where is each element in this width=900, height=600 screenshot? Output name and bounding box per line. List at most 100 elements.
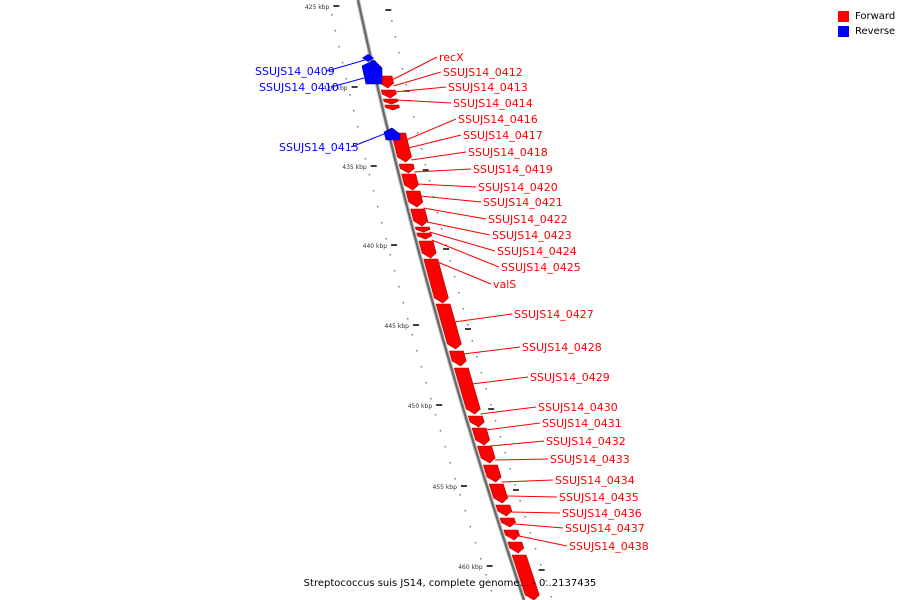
minor-tick xyxy=(524,516,526,518)
forward-gene-label: SSUJS14_0436 xyxy=(562,507,642,520)
backbone xyxy=(357,0,525,600)
genome-caption: Streptococcus suis JS14, complete genome… xyxy=(0,578,900,589)
minor-tick xyxy=(394,36,397,38)
minor-tick xyxy=(402,302,405,304)
scale-label: 430 kbp xyxy=(323,85,348,92)
forward-gene-label: SSUJS14_0418 xyxy=(468,146,548,159)
forward-label-leader xyxy=(396,99,452,104)
reverse-gene-label: SSUJS14_0410 xyxy=(259,81,339,94)
forward-gene-label: SSUJS14_0433 xyxy=(550,453,630,466)
minor-tick xyxy=(480,372,483,374)
minor-tick xyxy=(368,174,371,176)
caption-text: Streptococcus suis JS14, complete genome… xyxy=(303,578,597,589)
minor-tick xyxy=(331,14,333,16)
minor-tick xyxy=(509,468,511,470)
minor-tick xyxy=(445,244,447,246)
reverse-gene-label: SSUJS14_0415 xyxy=(279,141,359,154)
minor-tick xyxy=(424,164,427,166)
forward-gene-block xyxy=(418,240,437,259)
forward-swatch xyxy=(838,11,849,22)
forward-label-leader xyxy=(411,151,467,161)
minor-tick xyxy=(449,260,451,262)
minor-tick xyxy=(485,574,487,576)
forward-gene-block xyxy=(410,208,429,227)
scale-label: 460 kbp xyxy=(458,564,483,571)
reverse-gene-label: SSUJS14_0409 xyxy=(255,65,335,78)
forward-label-leader xyxy=(391,56,438,81)
forward-gene-block xyxy=(507,541,525,554)
minor-tick xyxy=(459,494,461,496)
forward-gene-label: SSUJS14_0421 xyxy=(483,196,563,209)
forward-gene-label: recX xyxy=(439,51,464,64)
legend-forward-label: Forward xyxy=(855,11,896,22)
minor-tick xyxy=(436,212,439,214)
minor-tick xyxy=(430,398,432,400)
forward-label-leader xyxy=(518,535,568,547)
minor-tick xyxy=(453,276,456,278)
minor-tick xyxy=(341,62,344,64)
minor-tick xyxy=(398,286,400,288)
minor-tick xyxy=(462,308,465,310)
minor-tick xyxy=(494,420,497,422)
minor-tick xyxy=(372,190,375,192)
minor-tick xyxy=(389,254,391,256)
scale-label: 455 kbp xyxy=(432,484,457,491)
forward-label-leader xyxy=(463,346,521,355)
forward-label-leader xyxy=(431,239,500,268)
minor-tick xyxy=(413,116,415,118)
forward-label-leader xyxy=(429,231,496,252)
minor-tick xyxy=(432,196,435,198)
forward-gene-label: SSUJS14_0422 xyxy=(488,213,568,226)
minor-tick xyxy=(416,132,419,134)
forward-gene-block xyxy=(416,232,433,240)
legend-forward: Forward xyxy=(838,9,895,24)
forward-gene-label: SSUJS14_0424 xyxy=(497,245,577,258)
forward-label-leader xyxy=(506,495,558,498)
forward-gene-block xyxy=(482,464,502,483)
forward-label-leader xyxy=(501,479,554,483)
forward-gene-label: SSUJS14_0438 xyxy=(569,540,649,553)
scale-label: 425 kbp xyxy=(305,4,330,11)
forward-gene-label: SSUJS14_0419 xyxy=(473,163,553,176)
forward-gene-block xyxy=(405,190,424,208)
minor-tick xyxy=(407,318,409,320)
forward-label-leader xyxy=(494,458,549,461)
minor-tick xyxy=(401,68,404,70)
forward-gene-block xyxy=(384,104,400,111)
reverse-swatch xyxy=(838,26,849,37)
forward-gene-block xyxy=(499,517,516,528)
minor-tick xyxy=(439,430,442,432)
minor-tick xyxy=(471,340,473,342)
forward-gene-block xyxy=(435,303,462,350)
forward-label-leader xyxy=(471,376,529,385)
minor-tick xyxy=(381,222,383,224)
forward-gene-label: SSUJS14_0434 xyxy=(555,474,635,487)
minor-tick xyxy=(545,580,547,582)
minor-tick xyxy=(454,478,456,480)
forward-gene-label: SSUJS14_0425 xyxy=(501,261,581,274)
minor-tick xyxy=(504,452,506,454)
forward-gene-label: SSUJS14_0431 xyxy=(542,417,622,430)
minor-tick xyxy=(334,30,337,32)
minor-tick xyxy=(499,436,502,438)
minor-tick xyxy=(476,356,478,358)
forward-gene-block xyxy=(398,163,415,174)
scale-label: 440 kbp xyxy=(363,243,388,250)
forward-gene-block xyxy=(414,226,431,233)
forward-gene-block xyxy=(511,554,540,600)
forward-gene-block xyxy=(488,483,509,504)
forward-gene-label: SSUJS14_0420 xyxy=(478,181,558,194)
minor-tick xyxy=(353,110,355,112)
minor-tick xyxy=(458,292,460,294)
minor-tick xyxy=(338,46,340,48)
forward-gene-label: SSUJS14_0427 xyxy=(514,308,594,321)
forward-label-leader xyxy=(414,168,472,173)
minor-tick xyxy=(534,548,537,550)
forward-gene-block xyxy=(401,173,419,191)
reverse-gene-block xyxy=(361,59,383,85)
scale-label: 450 kbp xyxy=(408,403,433,410)
minor-tick xyxy=(480,558,482,560)
minor-tick xyxy=(550,596,553,598)
forward-gene-label: SSUJS14_0417 xyxy=(463,129,543,142)
forward-label-leader xyxy=(408,134,462,149)
